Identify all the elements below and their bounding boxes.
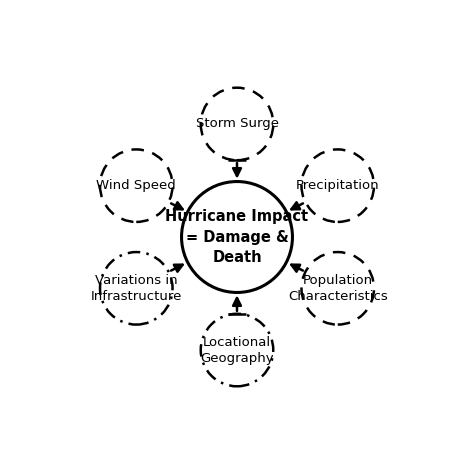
Text: Population
Characteristics: Population Characteristics bbox=[288, 274, 388, 303]
Circle shape bbox=[301, 149, 374, 222]
Text: Wind Speed: Wind Speed bbox=[96, 179, 176, 192]
Circle shape bbox=[100, 149, 173, 222]
Circle shape bbox=[182, 182, 292, 292]
Text: Hurricane Impact
= Damage &
Death: Hurricane Impact = Damage & Death bbox=[165, 209, 309, 265]
Text: Locational
Geography: Locational Geography bbox=[200, 336, 274, 365]
Circle shape bbox=[201, 88, 273, 160]
Text: Storm Surge: Storm Surge bbox=[195, 118, 279, 130]
Circle shape bbox=[201, 314, 273, 386]
Circle shape bbox=[100, 252, 173, 325]
Circle shape bbox=[301, 252, 374, 325]
Text: Precipitation: Precipitation bbox=[296, 179, 380, 192]
Text: Variations in
Infrastructure: Variations in Infrastructure bbox=[91, 274, 182, 303]
